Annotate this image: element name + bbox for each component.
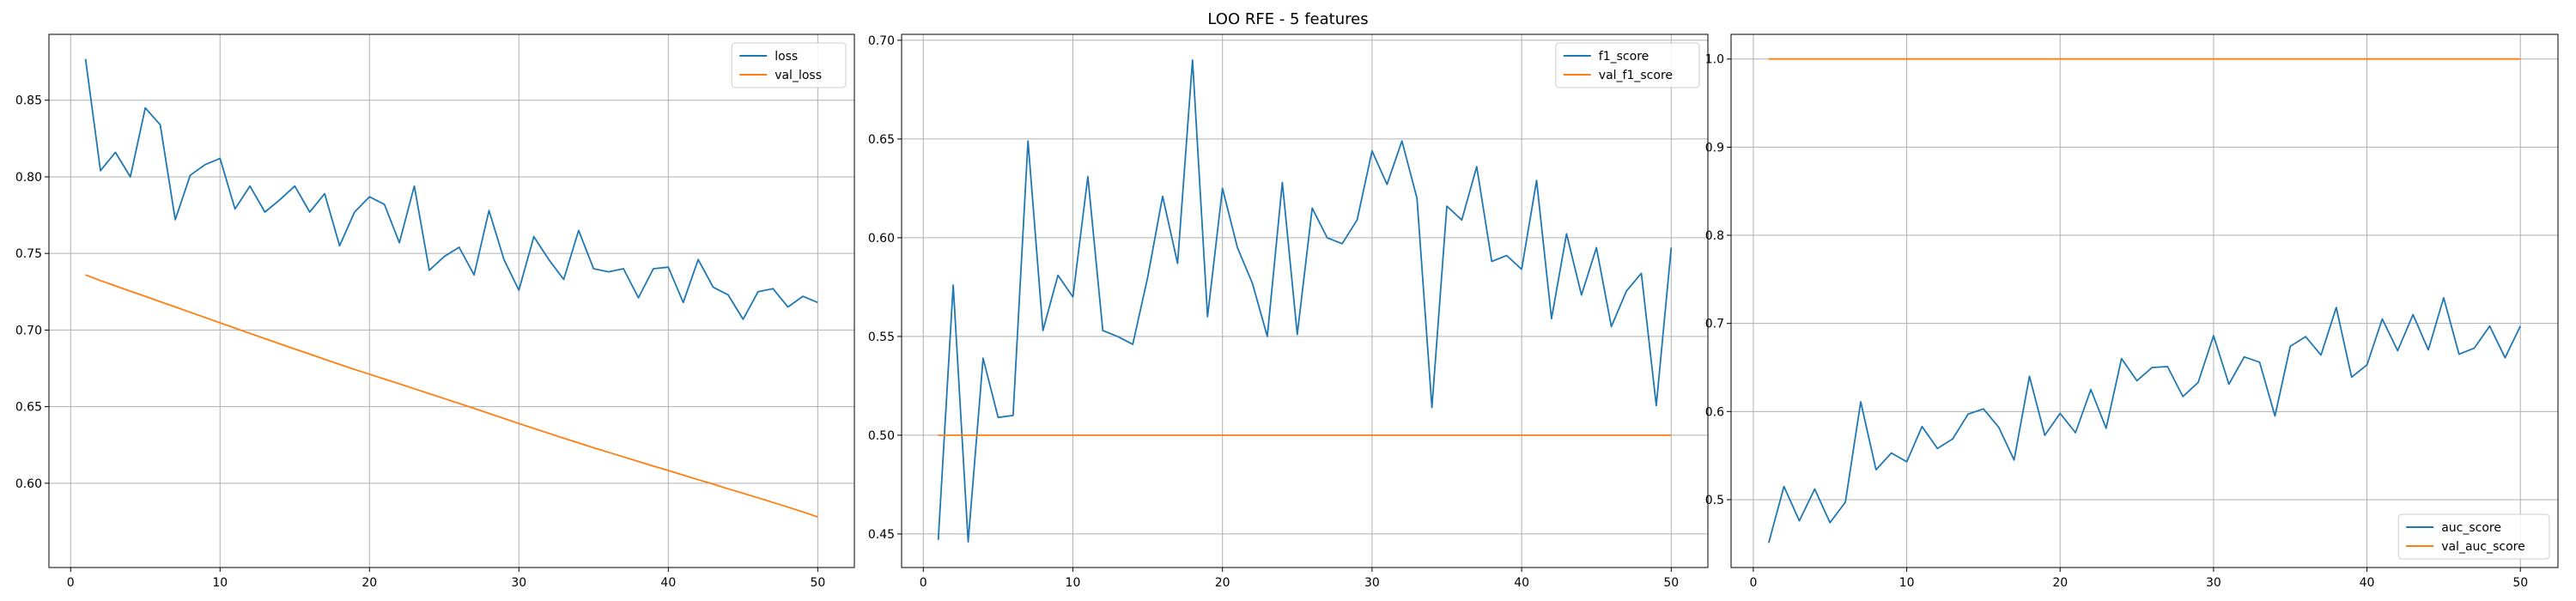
legend-box: [2397, 513, 2550, 560]
y-tick-label: 0.70: [868, 34, 895, 48]
y-tick-label: 0.85: [15, 94, 42, 108]
series-line-val-loss: [85, 274, 818, 518]
y-tick-label: 0.45: [868, 528, 895, 542]
x-tick-label: 40: [2360, 576, 2375, 590]
chart-panel-1: 0 10 20 30 40 50 0.60 0.65 0.70 0.75 0.80 0.85 loss v…: [15, 33, 855, 590]
y-tick-label: 0.9: [1705, 141, 1724, 155]
y-tick-label: 0.65: [15, 401, 42, 415]
axes-frame: [48, 33, 855, 568]
chart-panel-2: 0 10 20 30 40 50 0.45 0.50 0.55 0.60 0.65 0.70 f1_sc…: [868, 33, 1709, 590]
y-tick-label: 0.80: [15, 171, 42, 185]
legend: auc_score val_auc_score: [2397, 513, 2550, 560]
legend-label: val_auc_score: [2441, 540, 2525, 554]
axes-frame: [1730, 33, 2559, 568]
y-tick-label: 1.0: [1705, 53, 1724, 67]
x-tick-label: 10: [212, 576, 228, 590]
x-tick-label: 0: [1749, 576, 1757, 590]
y-tick-label: 0.60: [15, 477, 42, 491]
y-tick-label: 0.70: [15, 324, 42, 337]
x-tick-label: 20: [361, 576, 377, 590]
legend-label: loss: [775, 50, 798, 64]
y-tick-label: 0.60: [868, 232, 895, 246]
x-tick-label: 50: [810, 576, 825, 590]
legend-box: [1555, 42, 1700, 88]
x-tick-label: 0: [920, 576, 927, 590]
x-tick-label: 10: [1899, 576, 1915, 590]
x-tick-label: 0: [67, 576, 75, 590]
series-line-loss: [84, 58, 818, 320]
x-tick-label: 10: [1066, 576, 1081, 590]
legend-label: val_f1_score: [1599, 69, 1673, 82]
y-tick-label: 0.55: [868, 331, 895, 344]
x-tick-label: 30: [1364, 576, 1380, 590]
y-tick-label: 0.5: [1705, 494, 1724, 507]
y-tick-label: 0.50: [868, 429, 895, 443]
series-line-auc-score: [1767, 296, 2522, 543]
y-tick-label: 0.7: [1705, 318, 1724, 331]
y-tick-label: 0.6: [1705, 405, 1724, 419]
x-tick-label: 20: [2052, 576, 2068, 590]
legend: f1_score val_f1_score: [1555, 42, 1700, 88]
legend: loss val_loss: [731, 42, 847, 88]
x-tick-label: 40: [1514, 576, 1529, 590]
x-tick-label: 30: [511, 576, 526, 590]
x-tick-label: 30: [2206, 576, 2221, 590]
legend-label: val_loss: [775, 69, 822, 82]
x-tick-label: 50: [1663, 576, 1679, 590]
legend-label: f1_score: [1599, 50, 1649, 64]
series-line-f1-score: [937, 59, 1673, 543]
chart-panel-3: 0 10 20 30 40 50 0.5 0.6 0.7 0.8 0.9 1.0 auc_scoreva…: [1705, 33, 2559, 590]
axes-frame: [901, 33, 1709, 568]
x-tick-label: 20: [1215, 576, 1230, 590]
x-tick-label: 40: [660, 576, 676, 590]
legend-box: [731, 42, 847, 88]
legend-label: auc_score: [2441, 521, 2501, 535]
y-tick-label: 0.75: [15, 247, 42, 261]
figure-title: LOO RFE - 5 features: [1207, 10, 1368, 28]
y-tick-label: 0.8: [1705, 229, 1724, 243]
x-tick-label: 50: [2512, 576, 2528, 590]
y-tick-label: 0.65: [868, 133, 895, 147]
